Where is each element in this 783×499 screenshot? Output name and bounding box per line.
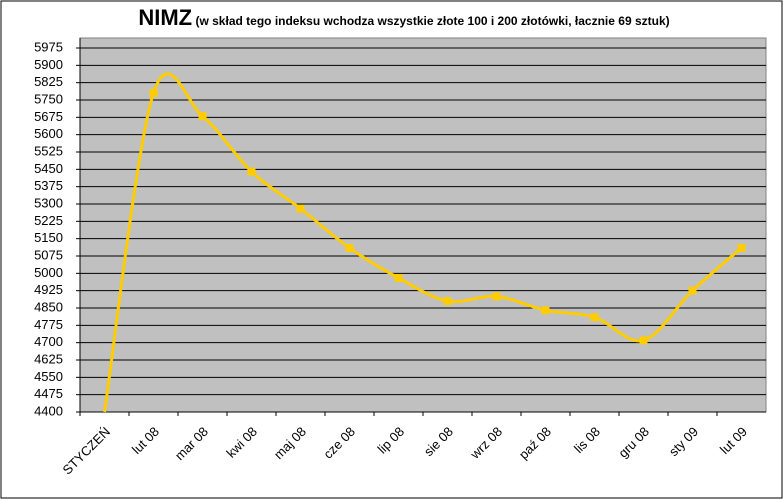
y-tick-label: 4775 <box>34 317 63 332</box>
y-tick-label: 4400 <box>34 403 63 418</box>
data-marker <box>492 292 501 301</box>
x-tick-label: sie 08 <box>421 424 456 459</box>
data-marker <box>541 306 550 315</box>
x-tick-label: wrz 08 <box>467 424 505 462</box>
y-tick-label: 5825 <box>34 74 63 89</box>
data-marker <box>345 243 354 252</box>
x-tick-label: sty 09 <box>666 424 701 459</box>
data-marker <box>394 273 403 282</box>
y-tick-label: 5450 <box>34 161 63 176</box>
data-marker <box>247 167 256 176</box>
y-tick-label: 4625 <box>34 351 63 366</box>
data-marker <box>198 112 207 121</box>
y-tick-label: 4925 <box>34 282 63 297</box>
data-marker <box>443 297 452 306</box>
x-tick-label: STYCZEŃ <box>60 424 114 478</box>
data-marker <box>149 89 158 98</box>
y-tick-label: 5300 <box>34 195 63 210</box>
y-tick-label: 5750 <box>34 91 63 106</box>
x-tick-label: maj 08 <box>271 424 309 462</box>
x-tick-label: lis 08 <box>571 424 603 456</box>
x-tick-label: gru 08 <box>615 424 652 461</box>
chart-title: NIMZ <box>138 5 193 30</box>
x-tick-label: cze 08 <box>320 424 358 462</box>
y-tick-label: 5525 <box>34 143 63 158</box>
x-tick-label: mar 08 <box>172 424 211 463</box>
data-marker <box>639 336 648 345</box>
y-tick-label: 5075 <box>34 247 63 262</box>
y-tick-label: 5600 <box>34 126 63 141</box>
x-tick-label: lip 08 <box>374 424 407 457</box>
x-tick-label: lut 08 <box>129 424 162 457</box>
data-marker <box>737 243 746 252</box>
chart-subtitle: (w skład tego indeksu wchodza wszystkie … <box>195 14 670 28</box>
data-marker <box>590 313 599 322</box>
y-tick-label: 4475 <box>34 386 63 401</box>
y-tick-label: 5675 <box>34 109 63 124</box>
y-tick-label: 5900 <box>34 57 63 72</box>
data-marker <box>688 286 697 295</box>
title-block: NIMZ (w skład tego indeksu wchodza wszys… <box>113 5 695 31</box>
y-tick-label: 5000 <box>34 265 63 280</box>
x-tick-label: lut 09 <box>717 424 750 457</box>
y-tick-label: 5225 <box>34 213 63 228</box>
y-tick-label: 4700 <box>34 334 63 349</box>
y-tick-label: 5375 <box>34 178 63 193</box>
x-tick-label: paź 08 <box>516 424 554 462</box>
plot-area <box>79 37 767 413</box>
data-marker <box>296 204 305 213</box>
y-tick-label: 4850 <box>34 299 63 314</box>
y-tick-label: 5975 <box>34 39 63 54</box>
y-tick-label: 5150 <box>34 230 63 245</box>
x-tick-label: kwi 08 <box>223 424 260 461</box>
y-tick-label: 4550 <box>34 369 63 384</box>
